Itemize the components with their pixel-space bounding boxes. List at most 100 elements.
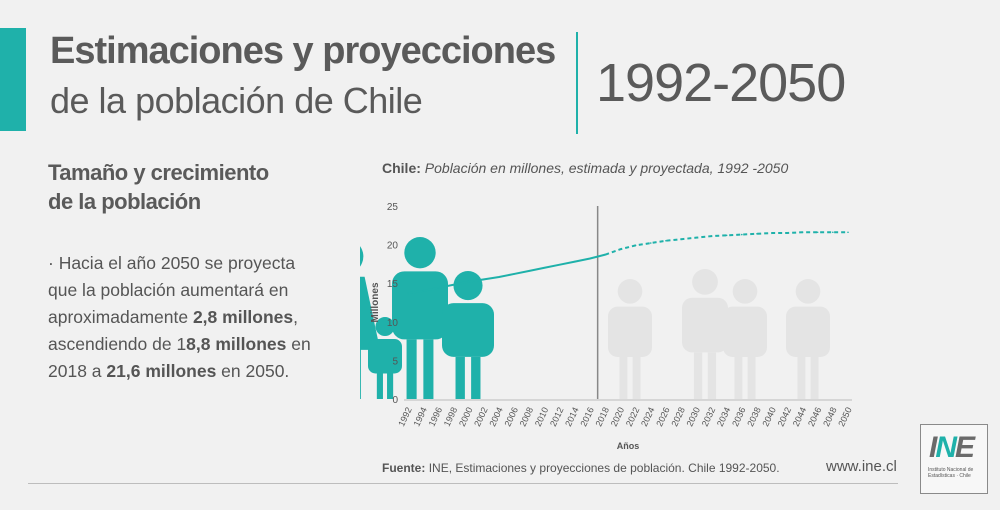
person-figure-16-leg-right	[423, 339, 434, 399]
person-figure-16-head	[404, 237, 436, 269]
x-axis-label: Años	[617, 441, 640, 451]
footer-divider	[28, 483, 898, 484]
person-figure-18-leg-left	[376, 373, 383, 399]
logo-text: Instituto Nacional de Estadísticas · Chi…	[928, 467, 974, 479]
person-figure-4-leg-right	[810, 357, 819, 399]
y-tick-label: 25	[387, 202, 399, 213]
person-figure-17	[442, 271, 494, 399]
projected-population-line	[604, 231, 848, 256]
data-point	[528, 270, 531, 272]
chart-title-text: Población en millones, estimada y proyec…	[424, 160, 789, 176]
chart-title-country: Chile:	[382, 160, 421, 176]
y-tick-label: 20	[387, 241, 399, 252]
person-figure-2-head	[692, 269, 718, 295]
body-text-3: en 2018 a	[48, 334, 311, 381]
chart-lines	[407, 231, 849, 295]
body-paragraph: · Hacia el año 2050 se proyecta que la p…	[48, 250, 318, 385]
data-point	[786, 232, 789, 234]
source-note: Fuente: INE, Estimaciones y proyecciones…	[382, 461, 780, 475]
person-figure-15-leg-right	[360, 343, 361, 399]
body-text-1: · Hacia el año 2050 se proyecta que la p…	[48, 253, 296, 327]
person-figure-15-head	[360, 246, 364, 267]
accent-bar	[0, 28, 26, 131]
page-title-line2: de la población de Chile	[50, 80, 423, 121]
person-figure-1-leg-right	[632, 357, 641, 399]
ine-logo: INE Instituto Nacional de Estadísticas ·…	[920, 424, 988, 494]
data-point	[710, 235, 713, 237]
data-point	[847, 231, 849, 234]
data-point	[543, 266, 546, 269]
data-point	[422, 290, 424, 292]
person-figure-3-body	[723, 306, 767, 358]
people-illustration	[360, 237, 830, 399]
body-bold-3: 21,6 millones	[106, 361, 217, 381]
body-bold-2: 8,8 millones	[186, 334, 287, 354]
data-point	[483, 278, 485, 281]
person-figure-3	[723, 279, 767, 399]
data-point	[407, 292, 409, 295]
person-figure-15-body	[360, 276, 381, 350]
person-figure-2	[682, 269, 728, 399]
section-heading-line2: de la población	[48, 189, 201, 214]
logo-mark: INE	[929, 431, 975, 464]
data-point	[740, 233, 743, 236]
data-point	[513, 273, 516, 275]
person-figure-17-leg-left	[455, 356, 465, 399]
data-point	[437, 287, 440, 289]
person-figure-16-body	[392, 271, 448, 340]
person-figure-16-leg-left	[406, 339, 417, 399]
data-point	[665, 239, 667, 242]
y-tick-label: 0	[392, 395, 398, 406]
person-figure-4-leg-left	[797, 357, 806, 399]
year-range: 1992-2050	[596, 53, 846, 113]
page-title: Estimaciones y proyecciones	[50, 30, 556, 72]
data-point	[816, 231, 819, 234]
source-label: Fuente:	[382, 461, 426, 475]
y-tick-label: 15	[387, 279, 399, 290]
data-point	[771, 232, 773, 234]
person-figure-2-body	[682, 297, 728, 353]
data-point	[619, 248, 622, 251]
data-point	[558, 263, 561, 266]
chart-title: Chile: Población en millones, estimada y…	[382, 160, 788, 176]
person-figure-17-body	[442, 303, 494, 357]
person-figure-3-head	[732, 279, 758, 304]
data-point	[832, 231, 834, 234]
person-figure-3-leg-left	[734, 357, 743, 399]
section-heading: Tamaño y crecimiento	[48, 160, 269, 185]
person-figure-2-leg-left	[693, 352, 703, 399]
person-figure-4-body	[786, 306, 830, 358]
person-figure-17-head	[453, 271, 483, 301]
source-text: INE, Estimaciones y proyecciones de pobl…	[428, 461, 780, 475]
person-figure-17-leg-right	[471, 356, 481, 399]
data-point	[801, 231, 804, 234]
x-tick-label: 2050	[836, 406, 854, 428]
data-point	[467, 280, 470, 283]
person-figure-18	[368, 317, 402, 399]
person-figure-4	[786, 279, 830, 399]
person-figure-1-head	[617, 279, 643, 304]
data-point	[589, 257, 591, 260]
data-point	[634, 244, 637, 247]
person-figure-1-body	[608, 306, 652, 358]
data-point	[498, 276, 500, 278]
person-figure-3-leg-right	[747, 357, 756, 399]
person-figure-1-leg-left	[619, 357, 628, 399]
data-point	[680, 238, 682, 240]
data-point	[649, 242, 652, 244]
body-text-4: en 2050.	[216, 361, 290, 381]
body-text-2: , ascendiendo de 1	[48, 307, 299, 354]
data-point	[452, 283, 455, 286]
population-chart: 0510152025Millones1992199419961998200020…	[360, 202, 854, 451]
data-point	[725, 234, 728, 237]
data-point	[756, 232, 758, 235]
person-figure-2-leg-right	[707, 352, 717, 399]
y-tick-label: 10	[387, 318, 399, 329]
estimated-population-line	[407, 253, 606, 295]
person-figure-15	[360, 246, 381, 399]
person-figure-18-head	[375, 317, 395, 337]
title-divider	[576, 32, 578, 134]
website-link[interactable]: www.ine.cl	[826, 458, 897, 475]
data-point	[574, 260, 576, 263]
y-tick-label: 5	[392, 356, 398, 367]
